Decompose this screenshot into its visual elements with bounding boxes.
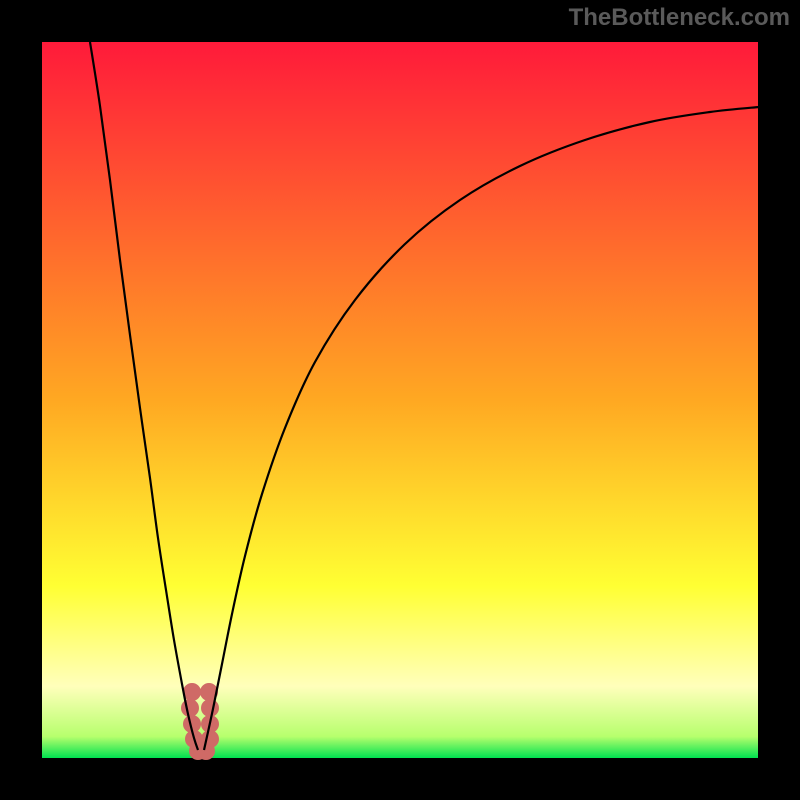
marker-point bbox=[184, 684, 201, 701]
watermark-text: TheBottleneck.com bbox=[569, 4, 790, 32]
marker-point bbox=[202, 700, 219, 717]
plot-background bbox=[42, 42, 758, 758]
chart-svg bbox=[0, 0, 800, 800]
marker-point bbox=[182, 700, 199, 717]
chart-container: TheBottleneck.com bbox=[0, 0, 800, 800]
